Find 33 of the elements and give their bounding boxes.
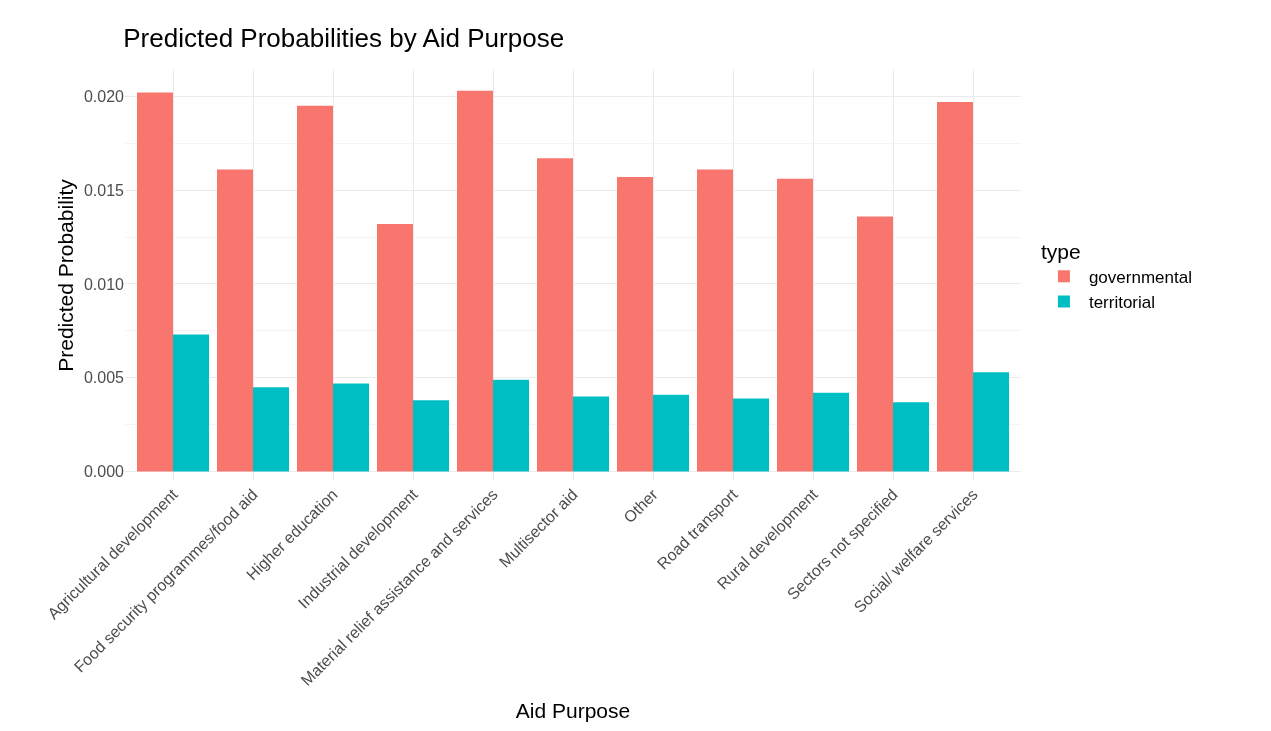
bar [457, 90, 493, 472]
y-axis-title: Predicted Probability [54, 178, 77, 372]
legend-label: territorial [1088, 293, 1156, 313]
y-tick-label: 0.010 [83, 275, 125, 293]
bar [697, 169, 733, 472]
bar [653, 394, 689, 472]
bar [297, 105, 333, 472]
bar [537, 158, 573, 472]
bar [893, 402, 929, 472]
bar [173, 334, 209, 472]
bar [857, 216, 893, 472]
bar [617, 176, 653, 472]
y-tick-label: 0.000 [83, 463, 125, 481]
bar [333, 383, 369, 472]
bar [253, 387, 289, 472]
y-tick-label: 0.015 [83, 181, 125, 199]
y-tick-label: 0.005 [83, 369, 125, 387]
y-tick-label: 0.020 [83, 87, 125, 105]
bar [137, 92, 173, 472]
bar [973, 372, 1009, 472]
bar [493, 379, 529, 472]
x-axis-title: Aid Purpose [515, 699, 631, 723]
bar [573, 396, 609, 472]
bar [777, 178, 813, 472]
bar [217, 169, 253, 472]
bar [413, 400, 449, 472]
bar [733, 398, 769, 472]
bar [377, 223, 413, 472]
chart-title: Predicted Probabilities by Aid Purpose [123, 23, 565, 54]
bar [813, 392, 849, 472]
legend-title: type [1040, 239, 1081, 263]
legend-label: governmental [1088, 267, 1192, 287]
bar [937, 101, 973, 472]
